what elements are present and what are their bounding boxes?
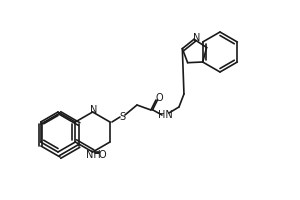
Text: NH: NH xyxy=(86,150,101,160)
Text: N: N xyxy=(90,105,97,115)
Text: S: S xyxy=(119,112,125,122)
Text: HN: HN xyxy=(158,110,172,120)
Text: N: N xyxy=(194,33,201,43)
Text: O: O xyxy=(99,150,106,160)
Text: O: O xyxy=(155,93,163,103)
